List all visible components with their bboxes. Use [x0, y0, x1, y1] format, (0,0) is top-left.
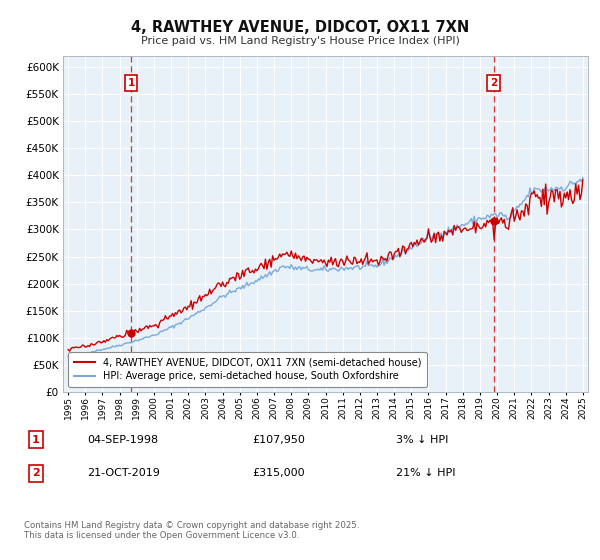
Text: 21-OCT-2019: 21-OCT-2019 [87, 468, 160, 478]
Text: 2: 2 [490, 78, 497, 88]
Text: 04-SEP-1998: 04-SEP-1998 [87, 435, 158, 445]
Text: 1: 1 [127, 78, 135, 88]
Text: £107,950: £107,950 [252, 435, 305, 445]
Text: 4, RAWTHEY AVENUE, DIDCOT, OX11 7XN: 4, RAWTHEY AVENUE, DIDCOT, OX11 7XN [131, 20, 469, 35]
Text: Contains HM Land Registry data © Crown copyright and database right 2025.
This d: Contains HM Land Registry data © Crown c… [24, 521, 359, 540]
Text: 1: 1 [32, 435, 40, 445]
Text: Price paid vs. HM Land Registry's House Price Index (HPI): Price paid vs. HM Land Registry's House … [140, 36, 460, 46]
Text: 2: 2 [32, 468, 40, 478]
Text: 21% ↓ HPI: 21% ↓ HPI [396, 468, 455, 478]
Text: £315,000: £315,000 [252, 468, 305, 478]
Text: 3% ↓ HPI: 3% ↓ HPI [396, 435, 448, 445]
Legend: 4, RAWTHEY AVENUE, DIDCOT, OX11 7XN (semi-detached house), HPI: Average price, s: 4, RAWTHEY AVENUE, DIDCOT, OX11 7XN (sem… [68, 352, 427, 387]
